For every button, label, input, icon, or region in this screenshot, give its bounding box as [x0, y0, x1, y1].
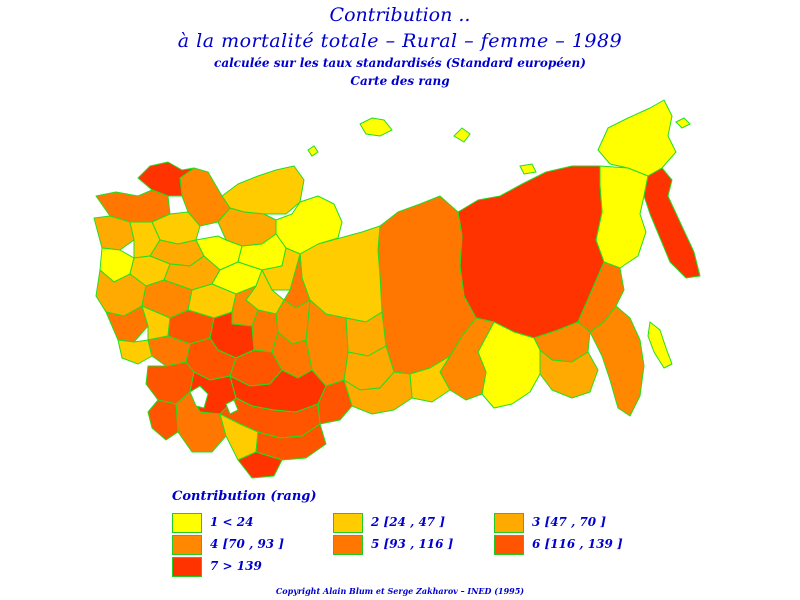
region-sakhalin — [647, 321, 673, 369]
legend-swatch — [494, 513, 524, 533]
region-chita — [539, 349, 599, 399]
island-severnaya — [453, 127, 471, 143]
aral-sea — [225, 399, 239, 415]
copyright-note: Copyright Alain Blum et Serge Zakharov –… — [275, 586, 525, 596]
region-magadan — [595, 165, 649, 269]
legend-label: 6 [116 , 139 ] — [532, 537, 623, 551]
legend-swatch — [494, 535, 524, 555]
legend-title: Contribution (rang) — [172, 489, 317, 504]
region-kamchatka — [643, 167, 701, 279]
island-novaya-zemlya — [359, 117, 393, 137]
region-chukotka — [597, 99, 677, 177]
legend-label: 3 [47 , 70 ] — [532, 515, 606, 529]
map-subtitle: à la mortalité totale – Rural – femme – … — [177, 30, 623, 52]
legend-swatch — [333, 513, 363, 533]
region-primorye — [589, 305, 645, 417]
region-tajikistan — [237, 451, 283, 479]
choropleth-map — [93, 99, 701, 479]
legend-label: 7 > 139 — [210, 559, 262, 573]
region-baltic-b — [93, 215, 135, 251]
island-wrangel — [675, 117, 691, 129]
legend-label: 2 [24 , 47 ] — [371, 515, 445, 529]
legend-swatch — [333, 535, 363, 555]
legend-label: 5 [93 , 116 ] — [371, 537, 454, 551]
region-caucasus — [147, 399, 179, 441]
legend-label: 1 < 24 — [210, 515, 254, 529]
legend-swatch — [172, 513, 202, 533]
region-bashkiria — [251, 309, 279, 353]
legend-swatch — [172, 557, 202, 577]
region-crimea — [117, 339, 153, 365]
region-altai — [343, 371, 413, 415]
map-title: Contribution .. — [329, 4, 471, 26]
caspian-sea — [189, 385, 209, 409]
map-method-note: calculée sur les taux standardisés (Stan… — [214, 56, 586, 70]
map-type-label: Carte des rang — [350, 74, 450, 88]
region-tuva — [409, 355, 451, 403]
legend-swatch — [172, 535, 202, 555]
legend-label: 4 [70 , 93 ] — [210, 537, 284, 551]
island-small-a — [307, 145, 319, 157]
region-arkhangelsk — [221, 165, 305, 215]
island-small-b — [519, 163, 537, 175]
